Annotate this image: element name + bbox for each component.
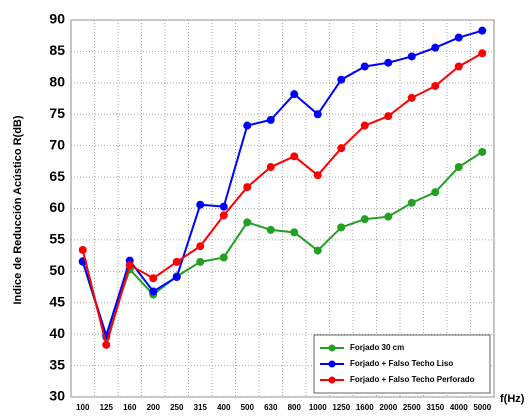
x-tick-label: 160: [123, 403, 137, 412]
x-tick-label: 1000: [309, 403, 327, 412]
y-tick-label: 40: [49, 325, 65, 341]
y-tick-label: 50: [49, 262, 65, 278]
y-tick-label: 30: [49, 388, 65, 404]
x-tick-label: 5000: [473, 403, 491, 412]
point: [102, 340, 111, 349]
legend-label: Forjado + Falso Techo Perforado: [350, 375, 475, 384]
y-tick-label: 80: [49, 74, 65, 90]
point: [313, 246, 322, 255]
y-tick-label: 70: [49, 136, 65, 152]
x-tick-label: 1600: [356, 403, 374, 412]
point: [172, 272, 181, 281]
point: [431, 188, 440, 197]
point: [243, 183, 252, 192]
point: [384, 58, 393, 67]
series-line: [81, 29, 483, 339]
point: [337, 144, 346, 153]
legend-marker: [328, 360, 336, 368]
point: [313, 171, 322, 180]
x-tick-label: 125: [100, 403, 114, 412]
point: [290, 228, 299, 237]
point: [125, 261, 134, 270]
point: [78, 245, 87, 254]
y-tick-label: 75: [49, 105, 65, 121]
point: [478, 49, 487, 58]
point: [360, 121, 369, 130]
point: [219, 202, 228, 211]
x-tick-label: 250: [170, 403, 184, 412]
point: [219, 211, 228, 220]
legend-label: Forjado 30 cm: [350, 343, 404, 352]
x-tick-label: 200: [147, 403, 161, 412]
point: [478, 147, 487, 156]
x-tick-label: 1250: [332, 403, 350, 412]
y-tick-label: 65: [49, 168, 65, 184]
x-tick-label: 2500: [403, 403, 421, 412]
point: [360, 62, 369, 71]
y-tick-label: 90: [49, 11, 65, 27]
x-tick-label: 400: [217, 403, 231, 412]
point: [454, 163, 463, 172]
x-tick-label: 3150: [426, 403, 444, 412]
y-axis-label: Indice de Reducción Acústico R(dB): [12, 115, 24, 304]
legend-marker: [328, 344, 336, 352]
y-tick-label: 35: [49, 356, 65, 372]
point: [266, 225, 275, 234]
point: [337, 223, 346, 232]
point: [313, 110, 322, 119]
y-tick-label: 45: [49, 293, 65, 309]
point: [454, 62, 463, 71]
point: [172, 257, 181, 266]
point: [290, 152, 299, 161]
plot-area: [70, 19, 495, 398]
point: [243, 218, 252, 227]
point: [290, 90, 299, 99]
series-line: [81, 52, 483, 349]
x-axis-label: f(Hz): [500, 393, 525, 405]
point: [360, 215, 369, 224]
point: [407, 52, 416, 61]
point: [431, 43, 440, 52]
point: [407, 93, 416, 102]
point: [407, 198, 416, 207]
point: [196, 200, 205, 209]
series-line: [81, 151, 483, 341]
point: [149, 274, 158, 283]
x-tick-label: 315: [194, 403, 208, 412]
x-tick-label: 500: [241, 403, 255, 412]
point: [196, 242, 205, 251]
y-tick-label: 60: [49, 199, 65, 215]
x-tick-label: 100: [76, 403, 90, 412]
y-tick-label: 55: [49, 231, 65, 247]
legend-marker: [328, 376, 336, 384]
x-tick-label: 2000: [379, 403, 397, 412]
point: [243, 121, 252, 130]
point: [454, 33, 463, 42]
x-tick-label: 800: [288, 403, 302, 412]
point: [149, 287, 158, 296]
point: [266, 115, 275, 124]
y-tick-label: 85: [49, 42, 65, 58]
point: [219, 253, 228, 262]
point: [196, 257, 205, 266]
point: [431, 81, 440, 90]
point: [266, 163, 275, 172]
point: [384, 212, 393, 221]
x-tick-label: 4000: [450, 403, 468, 412]
legend-label: Forjado + Falso Techo Liso: [350, 359, 453, 368]
point: [478, 26, 487, 35]
point: [337, 75, 346, 84]
point: [384, 112, 393, 121]
x-tick-label: 630: [264, 403, 278, 412]
